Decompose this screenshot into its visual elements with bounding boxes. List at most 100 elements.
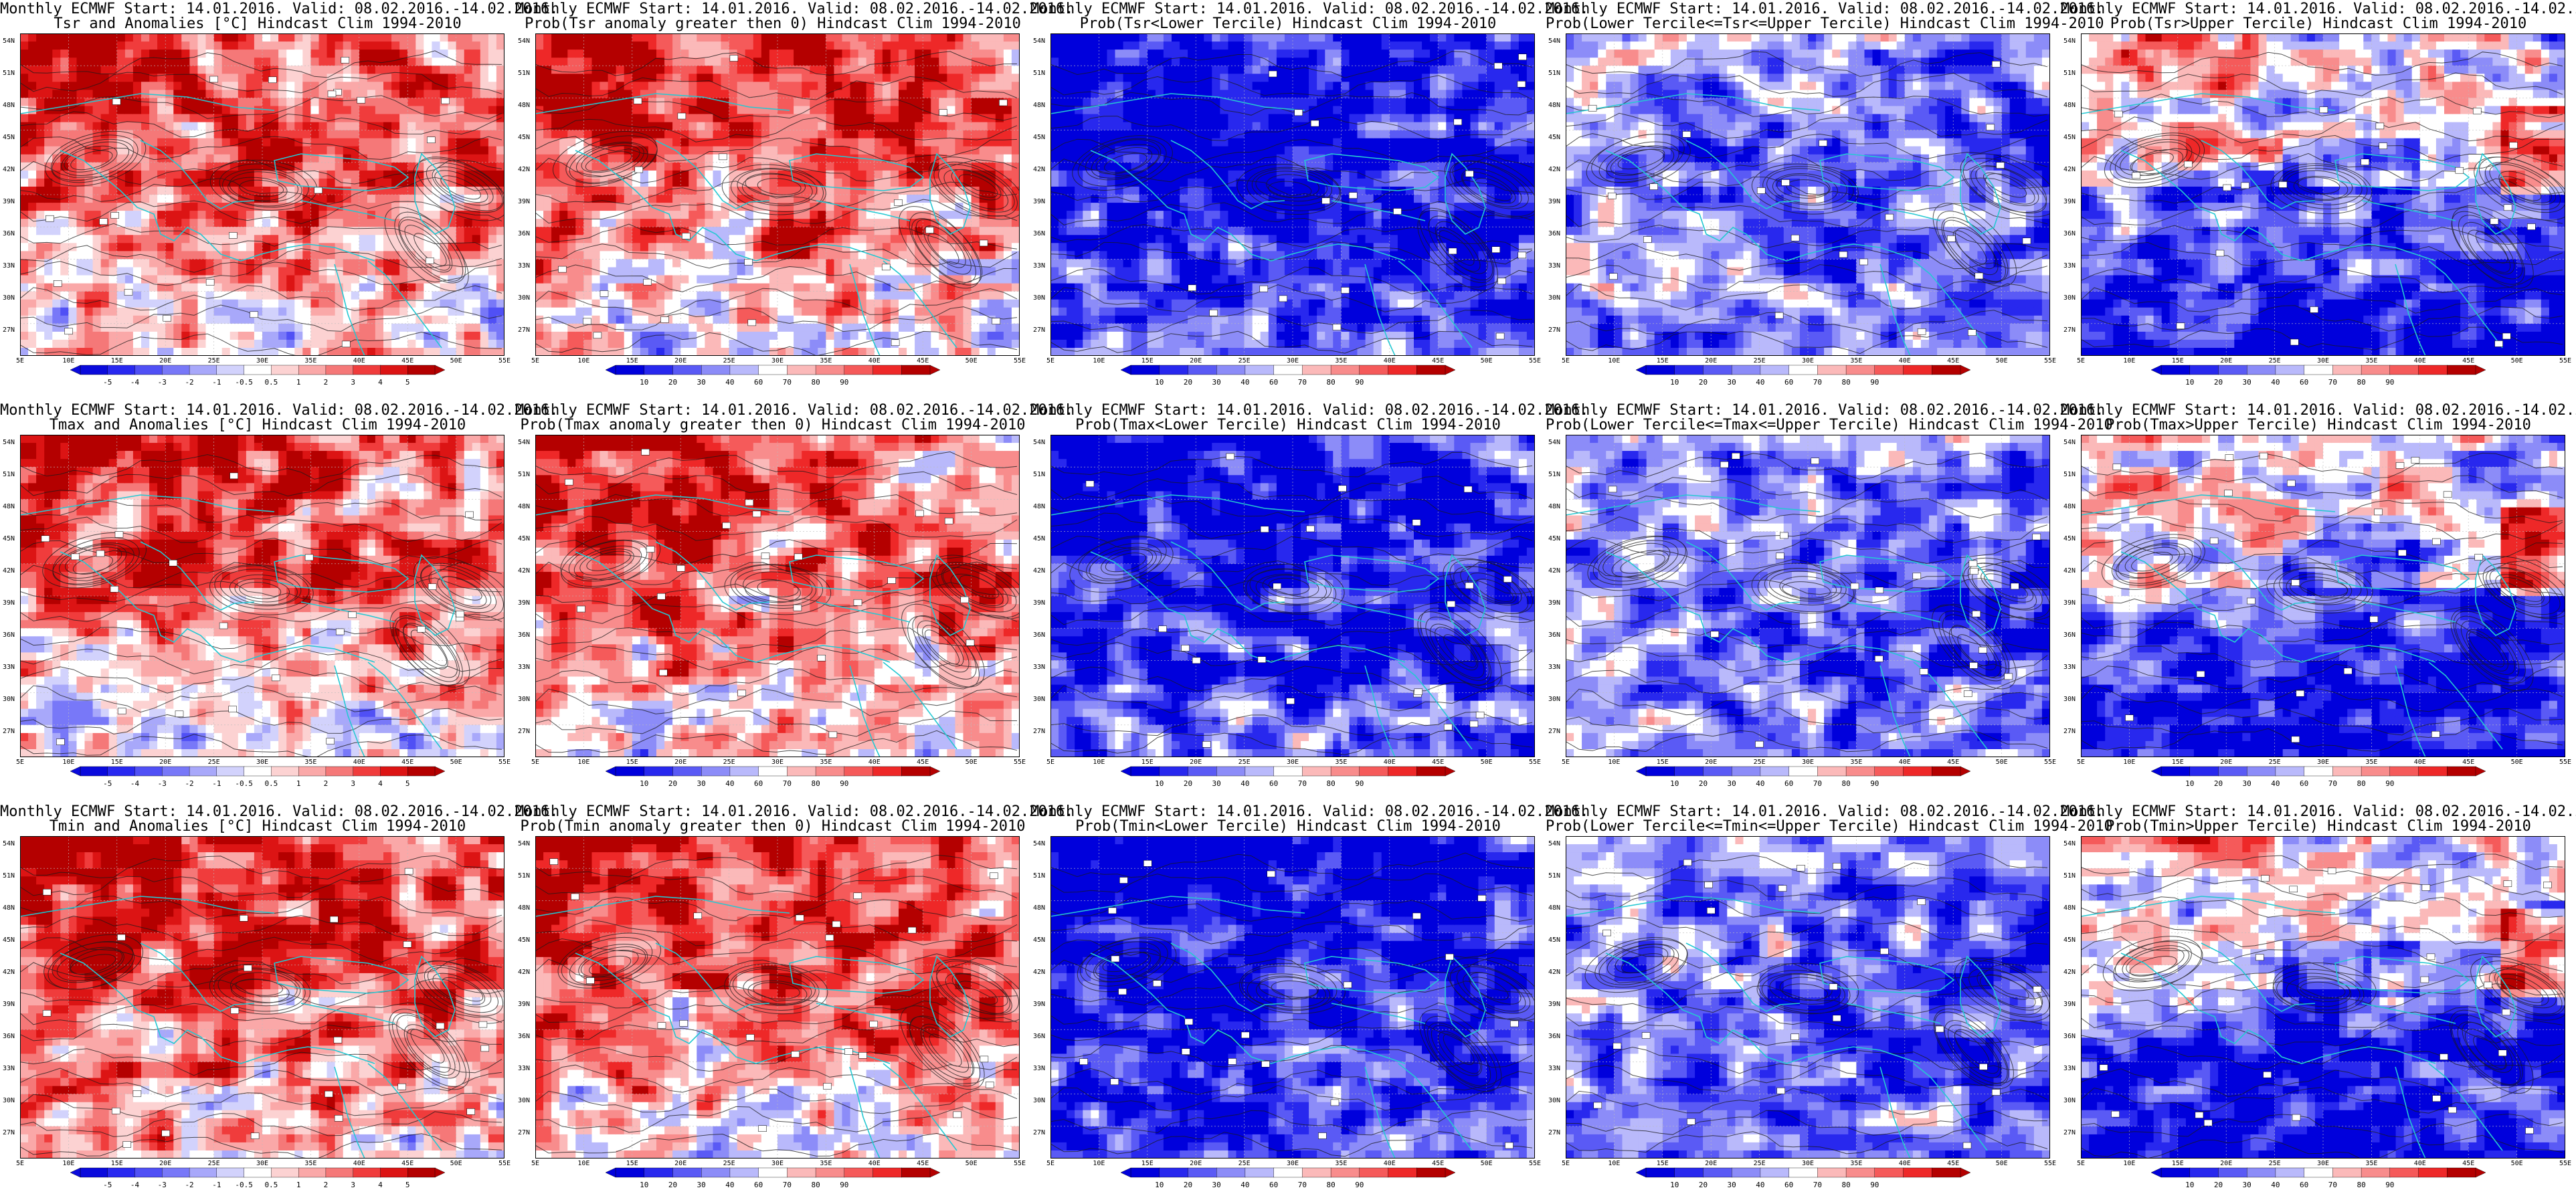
colorbar-tick-label: 70	[2328, 779, 2337, 788]
lon-label: 35E	[820, 1160, 832, 1167]
colorbar-tick-label: 30	[697, 378, 706, 387]
lon-label: 15E	[2172, 759, 2184, 766]
shaded-field	[1566, 435, 2050, 757]
lat-label: 30N	[3, 696, 15, 703]
lat-label: 51N	[1548, 872, 1560, 880]
station-markers	[1085, 453, 1512, 748]
lon-label: 40E	[353, 357, 365, 365]
shaded-field	[535, 33, 1020, 356]
lon-label: 15E	[626, 1160, 638, 1167]
lon-label: 35E	[1335, 1160, 1347, 1167]
lon-label: 10E	[577, 1160, 589, 1167]
lon-label: 35E	[820, 357, 832, 365]
lat-label: 39N	[2063, 198, 2076, 205]
colorbar	[1636, 766, 1970, 777]
lat-label: 45N	[3, 535, 15, 542]
lon-label: 30E	[2317, 759, 2329, 766]
lat-label: 45N	[3, 936, 15, 944]
lat-label: 30N	[2063, 294, 2076, 302]
map-panel: Monthly ECMWF Start: 14.01.2016. Valid: …	[0, 803, 558, 1204]
lon-label: 15E	[111, 759, 123, 766]
map-plot	[20, 836, 504, 1159]
lon-label: 50E	[2511, 1160, 2523, 1167]
colorbar-tick-label: -1	[212, 1181, 221, 1189]
lon-label: 30E	[256, 759, 268, 766]
lon-label: 45E	[2462, 759, 2474, 766]
lon-label: 20E	[674, 759, 686, 766]
panel-title-line1: Monthly ECMWF Start: 14.01.2016. Valid: …	[515, 403, 1073, 419]
lon-label: 50E	[965, 1160, 978, 1167]
lat-lon-grid	[2081, 33, 2565, 356]
colorbar-tick-label: 70	[2328, 378, 2337, 387]
colorbar-tick-label: 20	[668, 378, 677, 387]
colorbar-tick-label: 30	[2243, 1181, 2251, 1189]
lat-label: 36N	[1548, 1033, 1560, 1040]
isotherm-contours	[20, 855, 504, 1159]
colorbar-tick-label: 20	[668, 1181, 677, 1189]
lon-label: 40E	[1384, 1160, 1396, 1167]
lat-label: 42N	[518, 166, 530, 173]
colorbar-tick-label: 30	[697, 779, 706, 788]
colorbar-tick-label: 20	[1699, 779, 1708, 788]
lon-label: 35E	[1335, 357, 1347, 365]
lon-label: 20E	[2220, 1160, 2232, 1167]
lon-label: 50E	[1481, 1160, 1493, 1167]
lon-label: 30E	[771, 357, 784, 365]
colorbar-tick-label: 20	[2214, 1181, 2223, 1189]
lat-label: 30N	[1033, 696, 1045, 703]
colorbar-tick-label: 70	[1298, 1181, 1307, 1189]
lat-label: 42N	[1033, 969, 1045, 976]
panel-title-line2: Prob(Lower Tercile<=Tsr<=Upper Tercile) …	[1546, 16, 2104, 32]
coastlines-borders	[1050, 93, 1486, 356]
lon-label: 40E	[868, 759, 881, 766]
lat-label: 27N	[3, 728, 15, 735]
panel-title-line2: Prob(Tsr anomaly greater then 0) Hindcas…	[515, 16, 1030, 32]
colorbar-tick-label: 70	[1813, 1181, 1822, 1189]
lon-label: 20E	[674, 1160, 686, 1167]
lat-label: 42N	[3, 969, 15, 976]
colorbar-tick-label: 90	[1355, 378, 1364, 387]
lon-label: 15E	[1657, 759, 1669, 766]
map-panel: Monthly ECMWF Start: 14.01.2016. Valid: …	[0, 401, 558, 803]
lon-label: 50E	[1996, 357, 2008, 365]
colorbar	[2151, 766, 2486, 777]
lat-label: 39N	[518, 198, 530, 205]
map-panel: Monthly ECMWF Start: 14.01.2016. Valid: …	[1030, 803, 1588, 1204]
lon-label: 45E	[401, 357, 413, 365]
lon-label: 55E	[1529, 1160, 1541, 1167]
station-markers	[2112, 452, 2483, 743]
lat-label: 36N	[3, 631, 15, 639]
colorbar-tick-label: -2	[185, 1181, 193, 1189]
lon-label: 50E	[450, 1160, 462, 1167]
lat-label: 30N	[1033, 1097, 1045, 1104]
colorbar-tick-label: -0.5	[235, 779, 253, 788]
lat-lon-grid	[535, 435, 1020, 757]
lat-label: 33N	[2063, 262, 2076, 270]
colorbar-tick-label: 60	[1269, 378, 1278, 387]
panel-title-line2: Tsr and Anomalies [°C] Hindcast Clim 199…	[0, 16, 515, 32]
lat-label: 48N	[1548, 503, 1560, 510]
lon-label: 25E	[208, 357, 220, 365]
lon-label: 20E	[1190, 759, 1202, 766]
lat-label: 45N	[518, 535, 530, 542]
lat-label: 30N	[2063, 696, 2076, 703]
colorbar-tick-label: 30	[1728, 779, 1736, 788]
station-markers	[41, 472, 474, 745]
map-panel: Monthly ECMWF Start: 14.01.2016. Valid: …	[515, 0, 1073, 401]
lon-label: 45E	[917, 759, 929, 766]
colorbar-tick-label: 40	[725, 378, 734, 387]
panel-title-line2: Prob(Tmin>Upper Tercile) Hindcast Clim 1…	[2061, 819, 2576, 835]
lon-label: 35E	[1850, 1160, 1862, 1167]
lat-label: 48N	[2063, 102, 2076, 109]
panel-title-line1: Monthly ECMWF Start: 14.01.2016. Valid: …	[2061, 804, 2576, 820]
lat-label: 48N	[518, 503, 530, 510]
lon-label: 35E	[304, 357, 316, 365]
colorbar-tick-label: 60	[1269, 1181, 1278, 1189]
colorbar-tick-label: 60	[2300, 779, 2308, 788]
colorbar-tick-label: 40	[725, 779, 734, 788]
colorbar-tick-label: -0.5	[235, 378, 253, 387]
lat-label: 45N	[1033, 936, 1045, 944]
lat-label: 42N	[3, 567, 15, 575]
panel-title-line2: Prob(Tmax<Lower Tercile) Hindcast Clim 1…	[1030, 417, 1546, 433]
lon-label: 40E	[1384, 759, 1396, 766]
